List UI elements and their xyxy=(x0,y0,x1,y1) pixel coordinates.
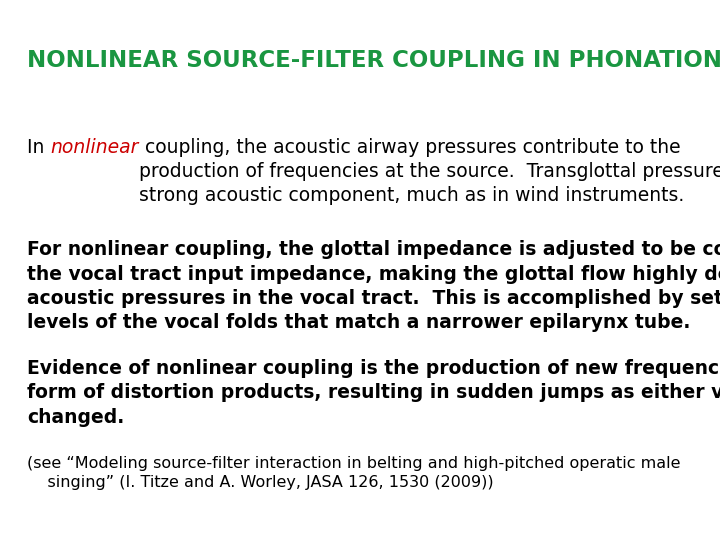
Text: For nonlinear coupling, the glottal impedance is adjusted to be comparable to
th: For nonlinear coupling, the glottal impe… xyxy=(27,240,720,332)
Text: (see “Modeling source-filter interaction in belting and high-pitched operatic ma: (see “Modeling source-filter interaction… xyxy=(27,456,681,490)
Text: nonlinear: nonlinear xyxy=(50,138,139,157)
Text: Evidence of nonlinear coupling is the production of new frequencies in the
form : Evidence of nonlinear coupling is the pr… xyxy=(27,359,720,427)
Text: In: In xyxy=(27,138,50,157)
Text: NONLINEAR SOURCE-FILTER COUPLING IN PHONATION: NONLINEAR SOURCE-FILTER COUPLING IN PHON… xyxy=(27,49,720,72)
Text: coupling, the acoustic airway pressures contribute to the
production of frequenc: coupling, the acoustic airway pressures … xyxy=(139,138,720,205)
